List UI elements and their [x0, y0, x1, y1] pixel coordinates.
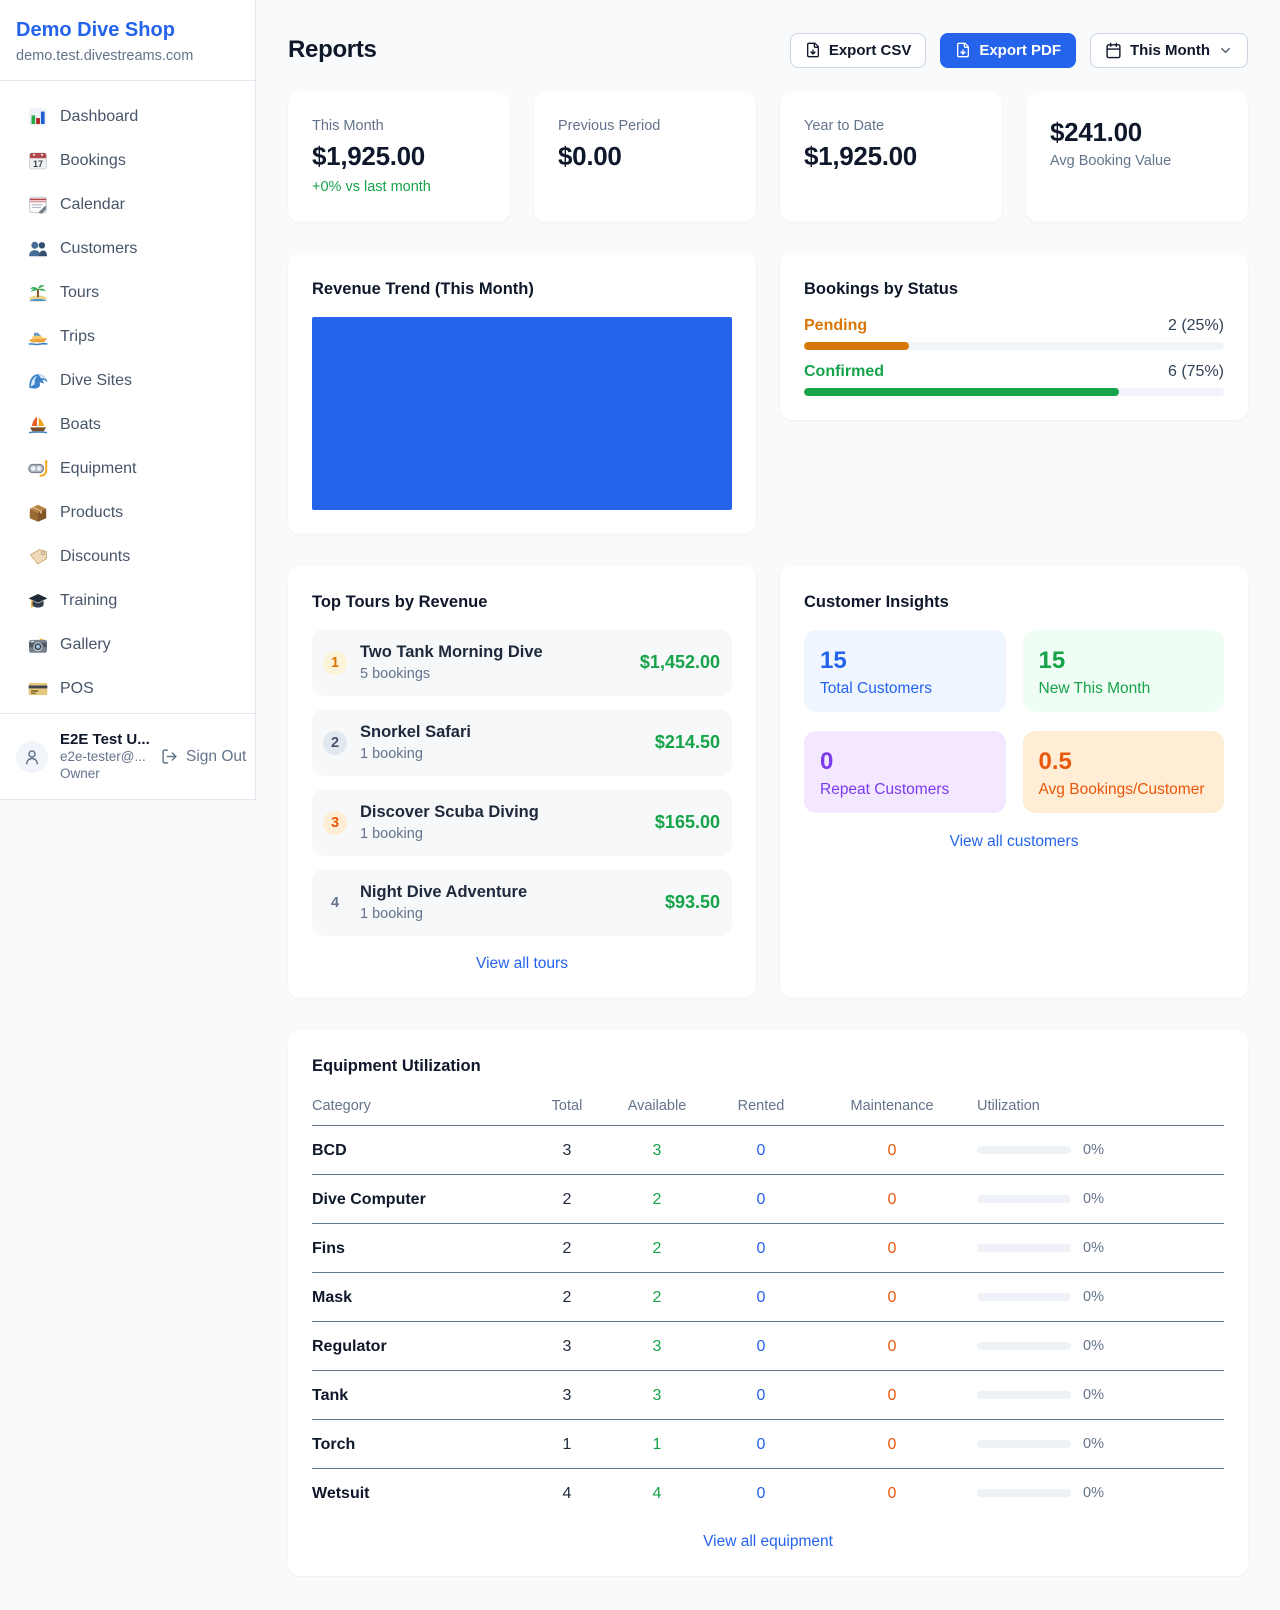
svg-text:17: 17 — [33, 159, 43, 169]
